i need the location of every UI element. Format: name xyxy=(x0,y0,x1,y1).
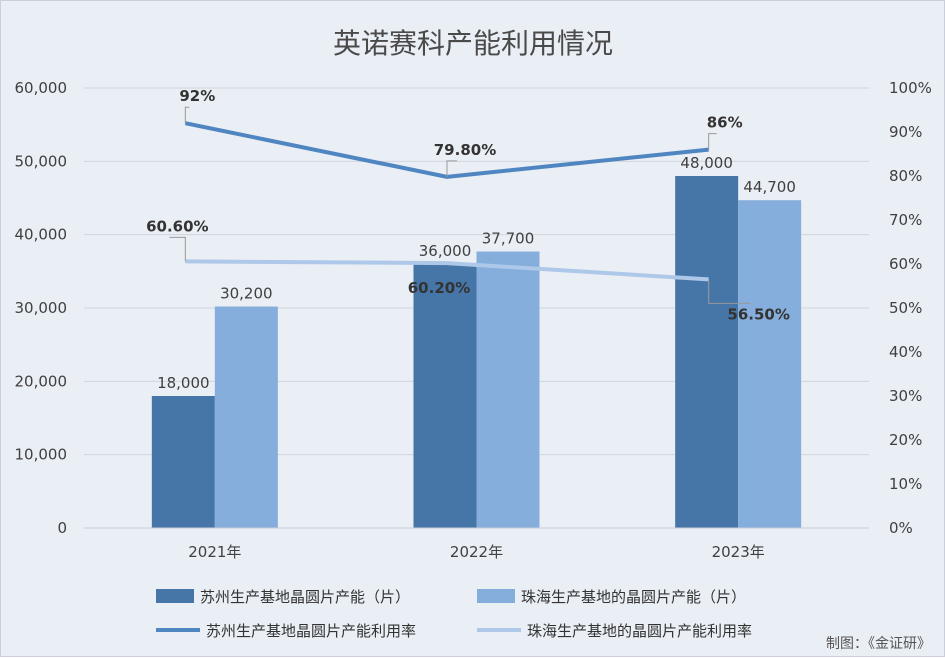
x-tick-label: 2022年 xyxy=(450,543,503,561)
line-value-label: 92% xyxy=(179,87,215,105)
y-right-tick-label: 100% xyxy=(889,79,932,97)
y-left-tick-label: 40,000 xyxy=(15,226,68,244)
y-right-tick-label: 50% xyxy=(889,299,922,317)
bar-value-label: 44,700 xyxy=(743,178,796,196)
y-right-tick-label: 30% xyxy=(889,387,922,405)
y-right-tick-label: 40% xyxy=(889,343,922,361)
bar xyxy=(151,396,215,528)
y-left-tick-label: 60,000 xyxy=(15,79,68,97)
left-axis: 0 10,000 20,000 30,000 40,000 50,000 60,000 xyxy=(15,79,68,537)
line-value-label: 56.50% xyxy=(727,305,789,323)
bar-value-label: 30,200 xyxy=(220,285,273,303)
bar xyxy=(738,200,802,528)
label-leader-line xyxy=(169,236,186,262)
label-leader-line xyxy=(446,160,457,177)
y-right-tick-label: 20% xyxy=(889,431,922,449)
legend-label: 苏州生产基地晶圆片产能利用率 xyxy=(206,622,416,640)
bar-value-label: 36,000 xyxy=(419,242,472,260)
series-line xyxy=(185,259,709,282)
y-right-tick-label: 60% xyxy=(889,255,922,273)
legend-label: 珠海生产基地的晶圆片产能利用率 xyxy=(527,622,752,640)
legend-label: 苏州生产基地晶圆片产能（片） xyxy=(200,588,410,606)
bar-value-label: 18,000 xyxy=(157,374,210,392)
x-axis: 2021年 2022年 2023年 xyxy=(84,527,869,561)
line-value-label: 60.20% xyxy=(408,279,470,297)
y-right-tick-label: 0% xyxy=(889,519,913,537)
legend-swatch xyxy=(156,589,194,603)
legend: 苏州生产基地晶圆片产能（片） 珠海生产基地的晶圆片产能（片） 苏州生产基地晶圆片产能… xyxy=(156,588,752,640)
y-left-tick-label: 0 xyxy=(57,519,67,537)
bar-value-label: 48,000 xyxy=(680,154,733,172)
right-axis: 0% 10% 20% 30% 40% 50% 60% 70% 80% 90% 100% xyxy=(889,79,932,537)
chart-title: 英诺赛科产能利用情况 xyxy=(333,27,613,60)
y-right-tick-label: 10% xyxy=(889,475,922,493)
y-left-tick-label: 50,000 xyxy=(15,152,68,170)
line-value-label: 79.80% xyxy=(434,141,496,159)
x-tick-label: 2023年 xyxy=(712,543,765,561)
y-right-tick-label: 70% xyxy=(889,211,922,229)
line-value-label: 60.60% xyxy=(146,217,208,235)
label-leader-line xyxy=(708,133,717,150)
source-credit: 制图：《金证研》 xyxy=(826,636,931,652)
label-leader-line xyxy=(708,279,751,304)
y-right-tick-label: 80% xyxy=(889,167,922,185)
y-left-tick-label: 30,000 xyxy=(15,299,68,317)
y-right-tick-label: 90% xyxy=(889,123,922,141)
bar-value-label: 37,700 xyxy=(482,230,535,248)
bar xyxy=(413,264,477,528)
line-layer: 92% 79.80% 86% 60.60% 60.20% 56.50% xyxy=(146,87,790,323)
bar xyxy=(476,251,540,529)
bar xyxy=(214,306,278,528)
x-tick-label: 2021年 xyxy=(188,543,241,561)
bar-layer: 18,000 36,000 48,000 30,200 37,700 44,700 xyxy=(151,154,802,529)
y-left-tick-label: 20,000 xyxy=(15,372,68,390)
legend-label: 珠海生产基地的晶圆片产能（片） xyxy=(521,588,746,606)
label-leader-line xyxy=(184,106,190,124)
line-value-label: 86% xyxy=(707,114,743,132)
legend-swatch xyxy=(477,589,515,603)
bar xyxy=(675,176,739,528)
y-left-tick-label: 10,000 xyxy=(15,446,68,464)
